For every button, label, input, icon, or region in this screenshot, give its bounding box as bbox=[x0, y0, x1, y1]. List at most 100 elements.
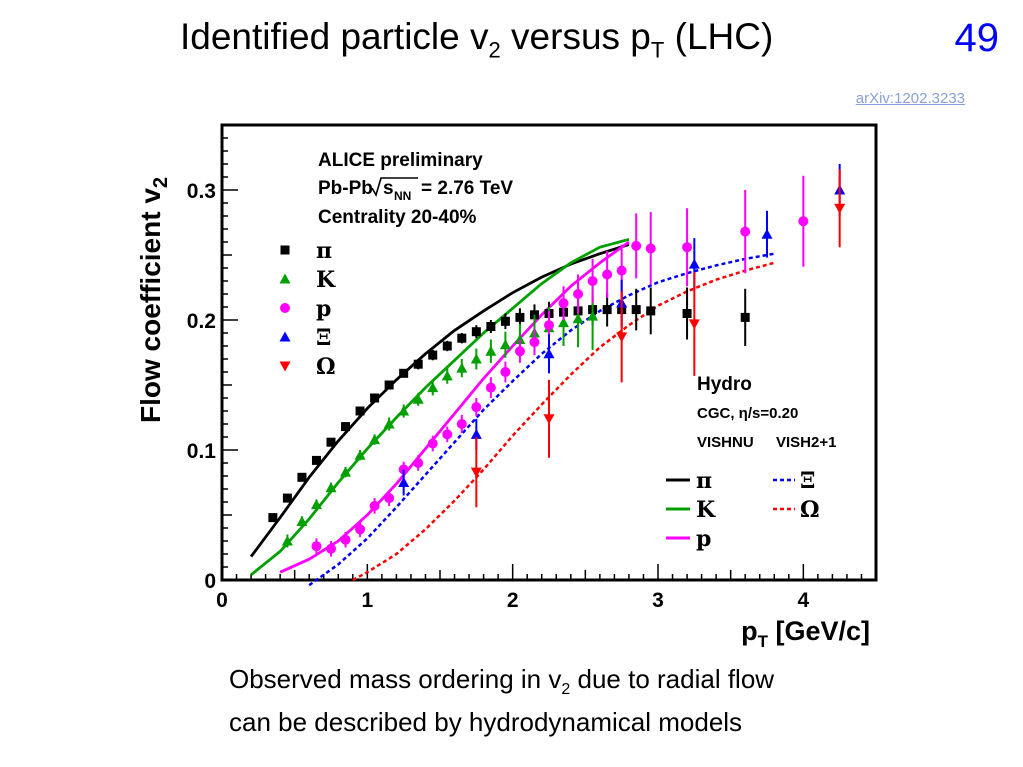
data-point bbox=[428, 350, 438, 360]
data-point bbox=[682, 309, 692, 318]
hydro-curve bbox=[279, 240, 630, 574]
data-point bbox=[427, 382, 439, 393]
data-point bbox=[529, 337, 540, 348]
data-point bbox=[399, 368, 409, 378]
data-point bbox=[355, 406, 365, 416]
legend-label: π bbox=[316, 238, 332, 264]
data-point bbox=[834, 203, 846, 214]
data-point bbox=[470, 353, 482, 364]
legend-model-label: K bbox=[696, 497, 716, 523]
data-point bbox=[688, 258, 700, 269]
y-tick-label: 0.3 bbox=[187, 180, 216, 203]
data-point bbox=[471, 327, 481, 337]
hydro-title: Hydro bbox=[697, 374, 752, 395]
data-point bbox=[798, 216, 809, 227]
data-point bbox=[558, 298, 569, 309]
data-point bbox=[486, 322, 496, 331]
x-tick-label: 0 bbox=[216, 589, 228, 612]
data-point bbox=[413, 359, 423, 369]
data-point bbox=[616, 265, 627, 276]
data-point bbox=[543, 414, 555, 425]
caption-text-b: due to radial flow bbox=[570, 664, 775, 694]
data-point bbox=[427, 438, 438, 449]
legend-label: K bbox=[316, 267, 336, 293]
legend-marker bbox=[279, 273, 291, 284]
data-point bbox=[572, 313, 584, 324]
title-text-mid: versus p bbox=[500, 16, 651, 57]
data-point bbox=[384, 380, 394, 390]
hydro-params: CGC, η/s=0.20 bbox=[697, 405, 798, 422]
model-label-vish21: VISH2+1 bbox=[776, 434, 836, 451]
data-point bbox=[616, 332, 628, 343]
x-tick-label: 4 bbox=[797, 589, 809, 612]
data-point bbox=[543, 348, 555, 359]
data-point bbox=[471, 402, 482, 413]
annotation-sqrt-s: s bbox=[383, 178, 394, 199]
data-point bbox=[398, 477, 410, 487]
x-axis-title-sub: T bbox=[758, 632, 769, 651]
slide-title: Identified particle v2 versus pT (LHC) bbox=[180, 16, 773, 63]
data-point bbox=[682, 242, 693, 253]
data-point bbox=[457, 333, 467, 343]
data-point bbox=[514, 346, 525, 357]
data-point bbox=[311, 455, 321, 465]
y-axis-title: Flow coefficient v2 bbox=[135, 177, 172, 423]
data-point bbox=[355, 524, 366, 535]
data-point bbox=[441, 370, 453, 381]
legend-model-label: Ξ bbox=[800, 468, 815, 494]
data-point bbox=[384, 493, 395, 504]
caption-text-a: Observed mass ordering in v bbox=[229, 664, 562, 694]
data-point bbox=[268, 513, 278, 523]
x-tick-label: 3 bbox=[652, 589, 664, 612]
legend-model-label: π bbox=[696, 468, 712, 494]
data-point bbox=[573, 289, 584, 299]
data-point bbox=[514, 334, 526, 344]
hydro-curves bbox=[249, 238, 775, 587]
data-point bbox=[456, 362, 468, 373]
y-tick-label: 0 bbox=[204, 570, 216, 593]
data-point bbox=[326, 437, 336, 447]
legend-marker bbox=[280, 245, 290, 255]
data-point bbox=[340, 466, 352, 477]
data-point bbox=[646, 306, 656, 316]
x-axis-title: pT [GeV/c] bbox=[741, 616, 870, 651]
legend-label: p bbox=[316, 296, 331, 322]
data-point bbox=[310, 499, 322, 510]
data-point bbox=[470, 467, 482, 478]
data-point bbox=[485, 345, 497, 356]
title-text-end: (LHC) bbox=[664, 16, 774, 57]
data-point bbox=[413, 458, 424, 468]
legend-label: Ξ bbox=[316, 325, 331, 351]
hydro-curve bbox=[249, 243, 630, 558]
legend-marker bbox=[279, 361, 291, 372]
title-sub-t: T bbox=[650, 37, 665, 63]
data-point bbox=[602, 269, 613, 280]
data-point bbox=[311, 541, 322, 552]
data-point bbox=[500, 367, 511, 377]
data-point bbox=[499, 339, 511, 350]
model-label-vishnu: VISHNU bbox=[697, 434, 754, 451]
data-point bbox=[470, 428, 482, 439]
data-point bbox=[370, 393, 380, 403]
x-tick-label: 1 bbox=[361, 589, 373, 612]
hydro-curve bbox=[352, 261, 775, 582]
data-point bbox=[442, 429, 453, 440]
data-point bbox=[442, 341, 452, 351]
data-point bbox=[456, 419, 467, 429]
data-point bbox=[369, 500, 380, 511]
data-point bbox=[515, 312, 525, 322]
data-point bbox=[500, 316, 510, 326]
page-number: 49 bbox=[954, 16, 1000, 60]
data-point bbox=[340, 534, 351, 545]
data-point bbox=[761, 228, 773, 239]
legend-model-label: Ω bbox=[800, 497, 820, 523]
annotation-line-2: Pb-Pb bbox=[318, 178, 373, 199]
data-point bbox=[326, 543, 336, 554]
data-point bbox=[297, 472, 307, 482]
reference-link[interactable]: arXiv:1202.3233 bbox=[855, 90, 965, 107]
data-point bbox=[645, 243, 656, 254]
data-point bbox=[602, 305, 612, 315]
slide-caption: Observed mass ordering in v2 due to radi… bbox=[229, 663, 774, 739]
